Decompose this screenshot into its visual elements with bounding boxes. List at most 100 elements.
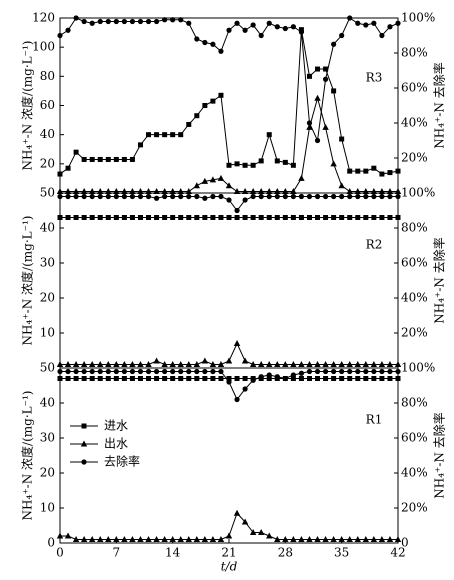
marker-square xyxy=(298,376,304,381)
marker-square xyxy=(113,376,119,381)
y-tick-label: 30 xyxy=(40,431,55,445)
marker-square xyxy=(290,162,296,168)
y-tick-label: 80 xyxy=(40,69,55,83)
legend-label: 出水 xyxy=(104,437,128,451)
marker-triangle xyxy=(80,361,88,367)
x-tick-label: 0 xyxy=(56,546,64,560)
marker-square xyxy=(57,215,63,220)
marker-triangle xyxy=(121,536,128,542)
marker-circle xyxy=(274,193,280,200)
marker-square xyxy=(194,113,200,119)
marker-square xyxy=(347,376,353,381)
marker-circle xyxy=(226,27,232,33)
marker-triangle xyxy=(338,361,345,367)
marker-square xyxy=(371,215,377,220)
marker-circle xyxy=(395,20,401,26)
y2-tick-label: 20% xyxy=(401,151,428,165)
marker-square xyxy=(186,121,192,127)
y-tick-label: 120 xyxy=(32,11,55,25)
x-tick-label: 14 xyxy=(165,546,181,560)
marker-triangle xyxy=(56,532,64,539)
marker-triangle xyxy=(193,182,201,189)
marker-square xyxy=(57,171,63,177)
marker-square xyxy=(258,158,264,164)
legend-label: 去除率 xyxy=(104,454,140,469)
marker-triangle xyxy=(249,529,257,535)
marker-square xyxy=(129,376,135,381)
marker-circle xyxy=(339,32,345,39)
marker-triangle xyxy=(274,536,281,542)
marker-circle xyxy=(290,24,296,30)
marker-circle xyxy=(113,18,119,25)
marker-triangle xyxy=(113,536,120,542)
marker-circle xyxy=(314,368,321,375)
marker-circle xyxy=(250,377,256,383)
marker-circle xyxy=(387,24,393,30)
marker-triangle xyxy=(290,361,297,367)
marker-triangle xyxy=(322,123,329,130)
marker-triangle xyxy=(266,361,273,367)
marker-circle xyxy=(73,368,79,375)
marker-triangle xyxy=(290,536,297,542)
marker-triangle xyxy=(137,361,144,367)
marker-circle xyxy=(322,76,329,82)
x-axis-label: t/d xyxy=(221,560,238,574)
marker-square xyxy=(154,215,160,220)
marker-square xyxy=(162,376,168,381)
marker-triangle xyxy=(161,536,168,542)
marker-circle xyxy=(322,193,329,200)
marker-circle xyxy=(162,17,168,23)
marker-circle xyxy=(202,368,208,375)
marker-triangle xyxy=(80,440,88,447)
marker-circle xyxy=(395,368,401,375)
marker-square xyxy=(154,376,160,381)
marker-circle xyxy=(65,368,71,375)
marker-square xyxy=(129,215,135,220)
marker-triangle xyxy=(64,532,72,539)
marker-circle xyxy=(282,25,288,32)
legend-label: 进水 xyxy=(104,419,128,433)
marker-triangle xyxy=(249,361,257,367)
marker-square xyxy=(81,215,87,220)
marker-circle xyxy=(387,193,393,200)
y2-tick-label: 40% xyxy=(401,291,428,305)
marker-circle xyxy=(331,193,337,200)
marker-circle xyxy=(202,195,208,201)
marker-circle xyxy=(210,368,216,375)
marker-square xyxy=(186,376,192,381)
marker-circle xyxy=(89,193,95,200)
series-line xyxy=(59,29,399,175)
marker-square xyxy=(306,376,312,381)
marker-triangle xyxy=(105,361,112,367)
marker-circle xyxy=(331,368,337,375)
marker-square xyxy=(331,88,337,94)
marker-circle xyxy=(145,193,152,200)
marker-square xyxy=(170,132,176,138)
x-tick-label: 7 xyxy=(113,546,121,560)
marker-triangle xyxy=(169,361,176,367)
marker-square xyxy=(162,132,168,138)
marker-circle xyxy=(371,368,377,375)
marker-square xyxy=(178,132,184,138)
marker-triangle xyxy=(354,536,361,542)
marker-triangle xyxy=(185,361,192,367)
marker-circle xyxy=(363,368,369,375)
marker-triangle xyxy=(225,357,233,364)
y2-tick-label: 60% xyxy=(401,256,428,270)
y2-tick-label: 40% xyxy=(401,466,428,480)
marker-square xyxy=(331,215,337,220)
y-tick-label: 40 xyxy=(40,396,55,410)
marker-square xyxy=(347,215,353,220)
marker-square xyxy=(395,215,401,220)
marker-square xyxy=(73,376,79,381)
marker-square xyxy=(57,376,63,381)
marker-triangle xyxy=(282,536,289,542)
marker-circle xyxy=(274,24,280,30)
marker-circle xyxy=(242,197,248,203)
y2-tick-label: 80% xyxy=(401,221,428,235)
marker-circle xyxy=(202,39,208,46)
marker-triangle xyxy=(346,361,353,367)
marker-circle xyxy=(105,18,111,25)
marker-triangle xyxy=(177,536,184,542)
y2-tick-label: 100% xyxy=(401,186,435,200)
